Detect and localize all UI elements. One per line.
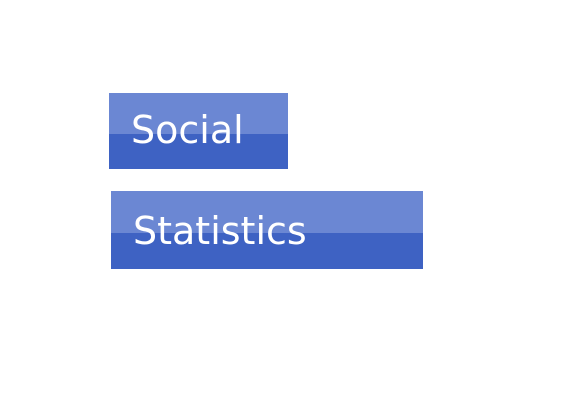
- statistics-button[interactable]: Statistics: [111, 191, 423, 269]
- social-button-label: Social: [131, 108, 244, 152]
- statistics-button-label: Statistics: [133, 209, 307, 253]
- social-button[interactable]: Social: [109, 93, 288, 169]
